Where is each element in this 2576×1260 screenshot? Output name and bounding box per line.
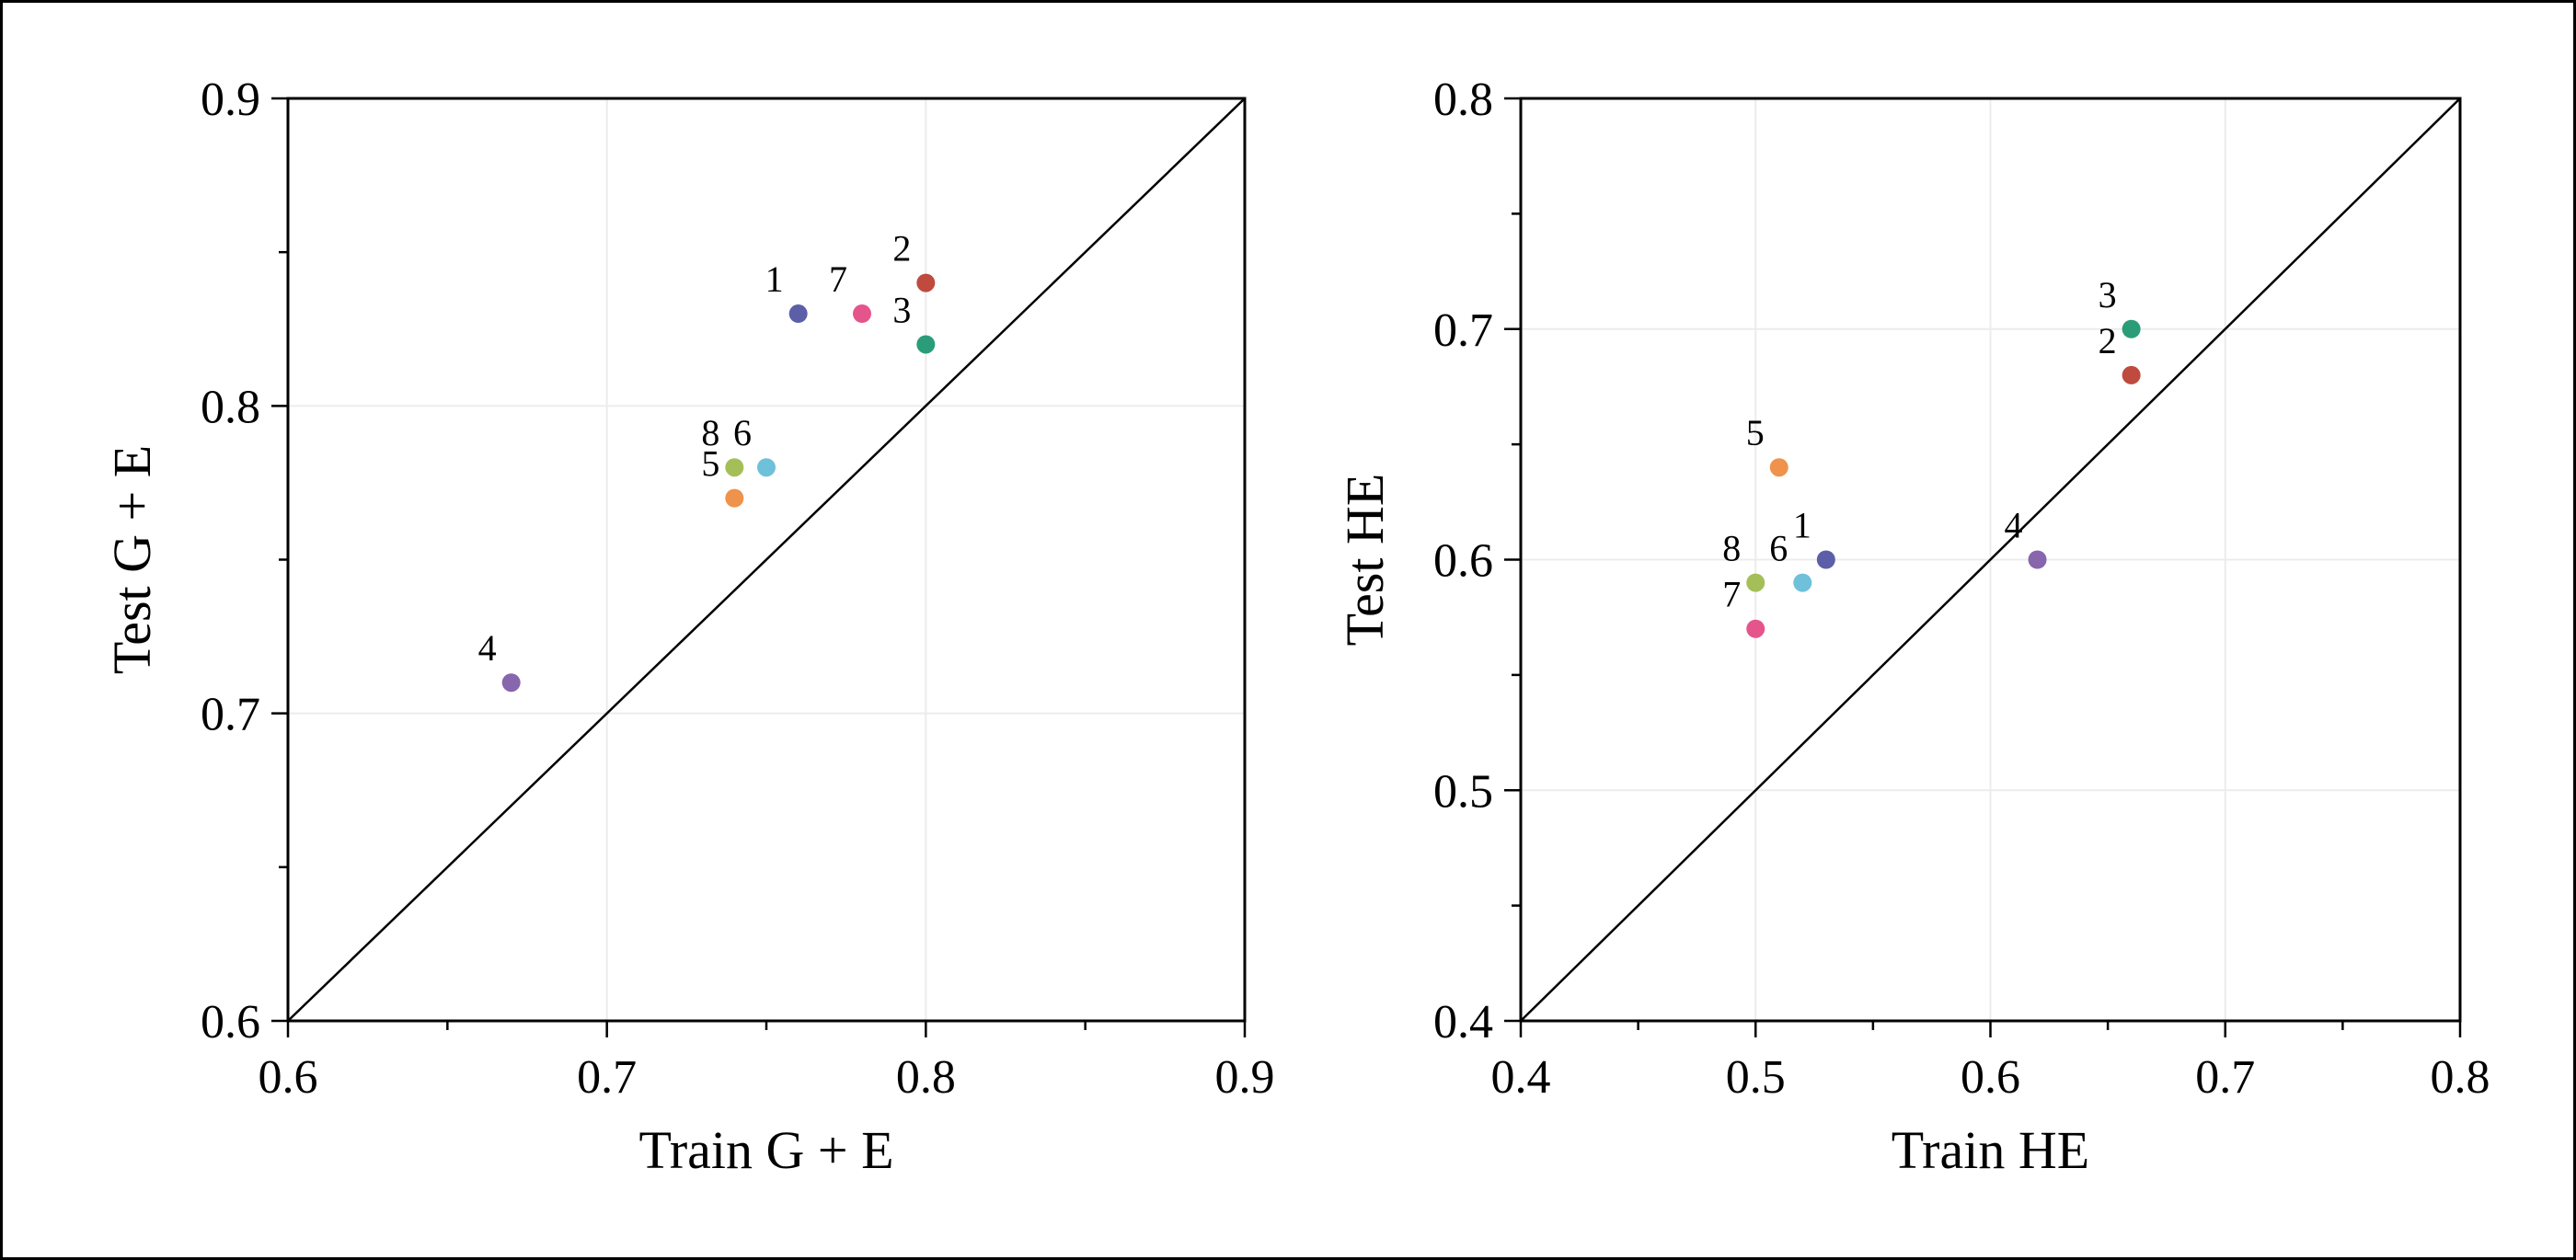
y-tick-label: 0.8 bbox=[1433, 74, 1493, 126]
point-label-4: 4 bbox=[2005, 505, 2023, 546]
data-point-8 bbox=[725, 458, 744, 477]
point-label-3: 3 bbox=[892, 289, 911, 330]
y-tick-label: 0.7 bbox=[201, 689, 260, 741]
point-label-6: 6 bbox=[733, 412, 752, 453]
data-point-6 bbox=[1793, 573, 1812, 592]
x-tick-label: 0.7 bbox=[2195, 1051, 2255, 1104]
y-tick-label: 0.9 bbox=[201, 74, 260, 126]
data-point-2 bbox=[2122, 365, 2141, 384]
data-point-1 bbox=[1816, 550, 1835, 569]
x-tick-label: 0.8 bbox=[2431, 1051, 2490, 1104]
point-label-6: 6 bbox=[1769, 528, 1788, 569]
data-point-1 bbox=[788, 304, 808, 324]
data-point-4 bbox=[501, 673, 521, 693]
data-point-5 bbox=[725, 488, 744, 508]
scatter-plot-he: 0.4 0.5 0.6 0.7 0.8 0.4 0.5 0.6 0.7 0.8 Train HE Te… bbox=[1335, 74, 2490, 1180]
data-point-2 bbox=[916, 273, 936, 292]
x-axis-title: Train G + E bbox=[638, 1120, 893, 1180]
point-label-5: 5 bbox=[701, 443, 719, 485]
x-tick-label: 0.8 bbox=[896, 1051, 956, 1104]
x-axis-title: Train HE bbox=[1892, 1120, 2089, 1180]
point-label-4: 4 bbox=[478, 627, 497, 669]
x-tick-label: 0.9 bbox=[1215, 1051, 1275, 1104]
data-point-6 bbox=[757, 458, 776, 477]
y-tick-label: 0.6 bbox=[1433, 535, 1493, 588]
identity-line bbox=[287, 97, 1246, 1022]
x-tick-label: 0.5 bbox=[1726, 1051, 1786, 1104]
y-tick-label: 0.5 bbox=[1433, 765, 1493, 818]
data-point-7 bbox=[853, 304, 871, 324]
data-point-4 bbox=[2028, 550, 2047, 569]
point-label-2: 2 bbox=[2099, 320, 2117, 361]
x-tick-label: 0.4 bbox=[1491, 1051, 1551, 1104]
y-tick-label: 0.6 bbox=[201, 996, 260, 1048]
point-label-8: 8 bbox=[1722, 528, 1741, 569]
point-label-8: 8 bbox=[701, 412, 719, 453]
y-tick-label: 0.4 bbox=[1433, 996, 1493, 1048]
scatter-plot-ge: 0.6 0.7 0.8 0.9 0.6 0.7 0.8 0.9 Train G + E Test … bbox=[102, 74, 1275, 1180]
x-tick-label: 0.6 bbox=[259, 1051, 318, 1104]
data-point-3 bbox=[2122, 319, 2141, 338]
scatter-chart-heritability: 0.4 0.5 0.6 0.7 0.8 0.4 0.5 0.6 0.7 0.8 Train HE Te… bbox=[1309, 3, 2573, 1257]
data-point-8 bbox=[1746, 573, 1765, 592]
point-label-5: 5 bbox=[1746, 412, 1765, 453]
y-axis-title: Test HE bbox=[1335, 474, 1395, 647]
point-label-7: 7 bbox=[829, 258, 847, 300]
point-label-3: 3 bbox=[2099, 274, 2117, 315]
point-label-7: 7 bbox=[1722, 574, 1741, 615]
point-label-1: 1 bbox=[1793, 505, 1811, 546]
scatter-chart-genetics-environment: 0.6 0.7 0.8 0.9 0.6 0.7 0.8 0.9 Train G + E Test … bbox=[3, 3, 1309, 1257]
y-axis-title: Test G + E bbox=[102, 445, 162, 674]
y-tick-label: 0.8 bbox=[201, 381, 260, 433]
y-tick-label: 0.7 bbox=[1433, 304, 1493, 357]
point-label-2: 2 bbox=[892, 228, 911, 269]
x-tick-label: 0.6 bbox=[1961, 1051, 2020, 1104]
data-point-3 bbox=[916, 335, 936, 354]
identity-line bbox=[1520, 97, 2461, 1022]
x-tick-label: 0.7 bbox=[577, 1051, 637, 1104]
data-point-5 bbox=[1769, 458, 1788, 477]
data-point-7 bbox=[1746, 619, 1765, 638]
point-label-1: 1 bbox=[765, 258, 784, 300]
